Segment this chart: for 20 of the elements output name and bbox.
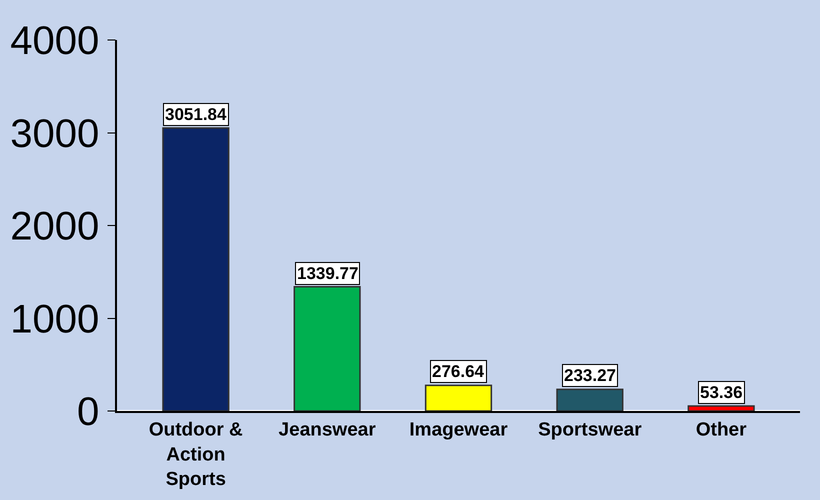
x-tick-label: Outdoor & Action Sports xyxy=(148,420,244,490)
x-tick-label: Other xyxy=(696,420,748,441)
x-tick-label: Sportswear xyxy=(538,420,642,441)
data-label: 276.64 xyxy=(432,362,485,381)
y-tick-label: 3000 xyxy=(10,112,100,156)
y-tick-label: 4000 xyxy=(10,19,100,63)
x-tick-label: Imagewear xyxy=(409,420,508,441)
data-label: 1339.77 xyxy=(297,264,358,283)
bar xyxy=(162,127,230,411)
bar xyxy=(556,388,624,411)
data-label: 3051.84 xyxy=(165,105,227,124)
bar xyxy=(688,405,755,411)
x-tick-label: Jeanswear xyxy=(278,420,376,441)
data-label: 53.36 xyxy=(700,383,743,402)
data-label: 233.27 xyxy=(564,366,616,385)
y-tick-label: 1000 xyxy=(10,297,100,342)
bar xyxy=(424,384,492,411)
y-tick-label: 2000 xyxy=(10,204,100,248)
y-tick-label: 0 xyxy=(77,390,100,434)
bar xyxy=(294,286,361,411)
